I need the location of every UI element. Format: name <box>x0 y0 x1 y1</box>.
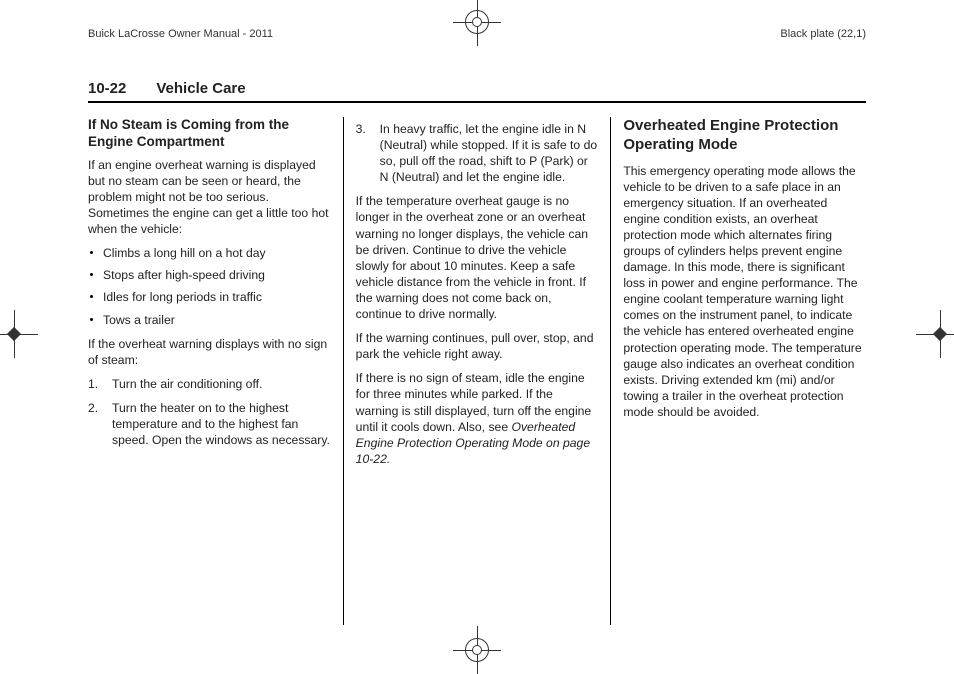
content-columns: If No Steam is Coming from the Engine Co… <box>88 117 866 625</box>
bullet-text: Climbs a long hill on a hot day <box>103 245 266 261</box>
col2-para-1: If the temperature overheat gauge is no … <box>356 193 599 322</box>
column-3: Overheated Engine Protection Operating M… <box>610 117 866 625</box>
plate-label: Black plate (22,1) <box>780 28 866 40</box>
registration-mark-right-icon <box>930 324 950 344</box>
bullet-icon <box>90 318 93 321</box>
col2-para-2: If the warning continues, pull over, sto… <box>356 330 599 362</box>
section-title: Vehicle Care <box>156 80 245 97</box>
bullet-text: Stops after high-speed driving <box>103 267 265 283</box>
list-item: 3.In heavy traffic, let the engine idle … <box>356 121 599 185</box>
col3-para-1: This emergency operating mode allows the… <box>623 163 866 421</box>
step-text: In heavy traffic, let the engine idle in… <box>380 121 599 185</box>
step-text: Turn the air conditioning off. <box>112 376 262 392</box>
step-text: Turn the heater on to the highest temper… <box>112 400 331 448</box>
bullet-icon <box>90 273 93 276</box>
print-header: Buick LaCrosse Owner Manual - 2011 Black… <box>88 24 866 44</box>
column-2: 3.In heavy traffic, let the engine idle … <box>343 117 611 625</box>
registration-mark-left-icon <box>4 324 24 344</box>
col1-para-2: If the overheat warning displays with no… <box>88 336 331 368</box>
page-number: 10-22 <box>88 80 126 97</box>
list-item: Stops after high-speed driving <box>88 267 331 283</box>
manual-title: Buick LaCrosse Owner Manual - 2011 <box>88 28 273 40</box>
step-number: 1. <box>88 376 104 392</box>
col2-step-list: 3.In heavy traffic, let the engine idle … <box>356 121 599 185</box>
col3-heading: Overheated Engine Protection Operating M… <box>623 117 866 155</box>
list-item: 2.Turn the heater on to the highest temp… <box>88 400 331 448</box>
col1-heading: If No Steam is Coming from the Engine Co… <box>88 117 331 151</box>
registration-mark-bottom-icon <box>465 638 489 662</box>
step-number: 2. <box>88 400 104 448</box>
bullet-text: Tows a trailer <box>103 312 175 328</box>
col1-step-list: 1. Turn the air conditioning off. 2.Turn … <box>88 376 331 448</box>
bullet-icon <box>90 251 93 254</box>
col1-bullet-list: Climbs a long hill on a hot day Stops af… <box>88 245 331 327</box>
bullet-icon <box>90 295 93 298</box>
col2-para-3: If there is no sign of steam, idle the e… <box>356 370 599 467</box>
column-1: If No Steam is Coming from the Engine Co… <box>88 117 343 625</box>
registration-mark-top-icon <box>465 10 489 34</box>
section-header: 10-22 Vehicle Care <box>88 80 866 103</box>
bullet-text: Idles for long periods in traffic <box>103 289 262 305</box>
col1-para-1: If an engine overheat warning is display… <box>88 157 331 237</box>
step-number: 3. <box>356 121 372 185</box>
list-item: 1. Turn the air conditioning off. <box>88 376 331 392</box>
list-item: Climbs a long hill on a hot day <box>88 245 331 261</box>
list-item: Tows a trailer <box>88 312 331 328</box>
list-item: Idles for long periods in traffic <box>88 289 331 305</box>
